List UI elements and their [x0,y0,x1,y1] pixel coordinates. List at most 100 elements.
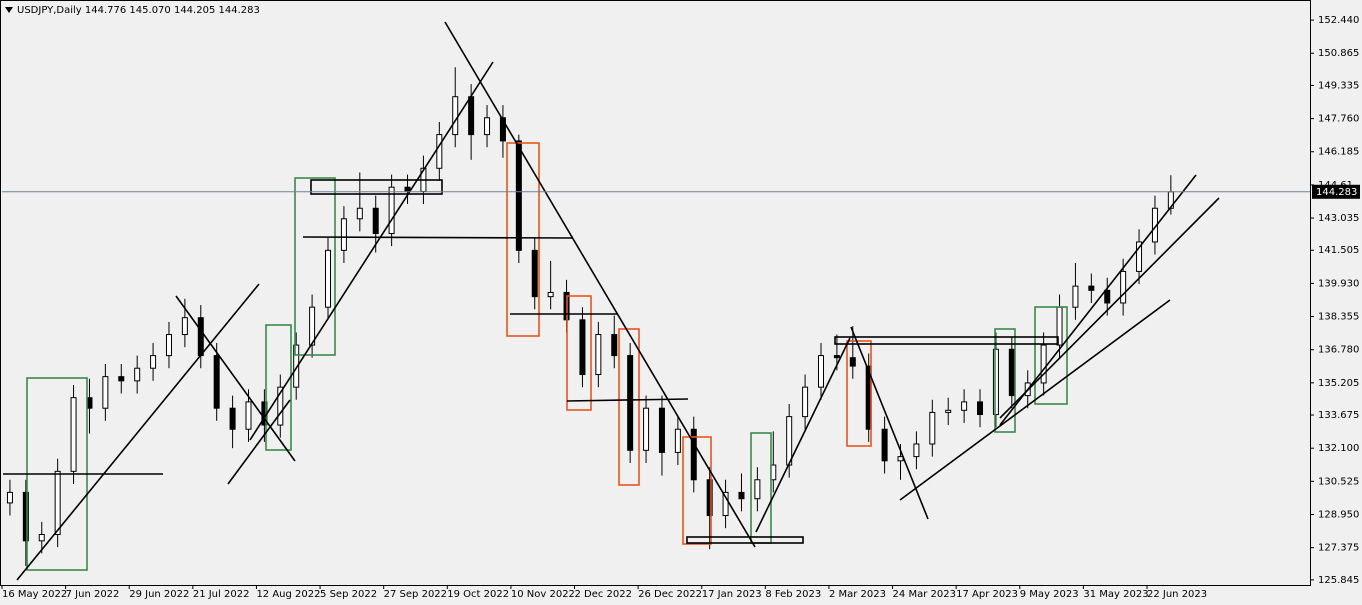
zone-box [310,179,443,195]
candle-body [150,355,157,369]
y-tick-label: 147.760 [1318,114,1359,125]
candles [6,67,1174,567]
y-tick-label: 136.780 [1318,345,1359,356]
candle-body [102,376,109,409]
x-tick-label: 5 Sep 2022 [320,589,377,600]
candle-body [738,491,745,500]
y-tick-label: 135.205 [1318,378,1359,389]
candle-body [452,96,459,136]
candle-body [372,207,379,235]
candle-body [468,96,475,136]
x-tick-label: 16 May 2022 [2,589,67,600]
candle-body [1088,285,1095,291]
x-tick-label: 24 Mar 2023 [893,589,956,600]
candle-body [786,416,793,466]
y-tick-label: 143.035 [1318,213,1359,224]
candle-body [1040,344,1047,384]
candle-body [547,291,554,298]
x-tick-label: 9 May 2023 [1020,589,1079,600]
green-box [994,328,1016,433]
candle-body [340,218,347,251]
candle-body [356,207,363,220]
candle-body [897,456,904,462]
y-tick-label: 125.845 [1318,575,1359,586]
candle-body [484,117,491,136]
candle-body [913,443,920,458]
candle-body [961,401,968,411]
trend-line [999,174,1197,426]
candle-body [325,249,332,308]
x-tick-label: 8 Feb 2023 [765,589,821,600]
y-tick-label: 146.185 [1318,147,1359,158]
x-tick-label: 12 Aug 2022 [256,589,320,600]
candle-body [22,491,29,542]
candle-body [293,344,300,388]
candle-body [118,376,125,382]
candle-body [1104,289,1111,304]
candle-body [134,367,141,382]
candle-body [531,249,538,298]
candle-body [181,317,188,336]
y-tick-label: 138.355 [1318,312,1359,323]
trend-line [850,326,929,520]
candle-body [833,355,840,359]
y-tick-label: 133.675 [1318,410,1359,421]
candle-body [817,355,824,388]
candle-body [706,479,713,517]
trend-line [16,283,260,581]
trend-line [444,21,756,548]
x-tick-label: 17 Jan 2023 [702,589,762,600]
candle-body [1072,285,1079,308]
candle-body [515,140,522,251]
x-tick-label: 29 Jun 2022 [129,589,189,600]
candle-body [165,334,172,357]
y-tick-label: 149.335 [1318,80,1359,91]
x-tick-label: 2 Mar 2023 [829,589,886,600]
candle-body [6,491,13,504]
candle-body [388,186,395,235]
last-price-box [1312,184,1360,199]
candle-body [309,306,316,346]
candle-body [1136,241,1143,272]
candle-body [277,386,284,426]
candle-body [197,317,204,357]
x-tick-label: 31 May 2023 [1083,589,1148,600]
candle-body [658,407,665,453]
candle-body [674,428,681,453]
candle-body [38,533,45,542]
candle-body [70,397,77,472]
menu-icon[interactable] [5,7,13,13]
level-line [566,398,689,402]
y-tick-label: 132.100 [1318,443,1359,454]
candle-body [849,357,856,367]
candle-body [499,117,506,142]
candle-body [643,407,650,451]
orange-box [682,436,712,545]
candle-body [992,348,999,416]
x-tick-label: 10 Nov 2022 [511,589,575,600]
candle-body [881,428,888,462]
orange-box [566,295,592,411]
x-tick-label: 7 Jun 2022 [66,589,120,600]
y-tick-label: 152.440 [1318,15,1359,26]
candle-body [977,401,984,416]
x-tick-label: 17 Apr 2023 [956,589,1018,600]
candle-body [754,479,761,500]
candle-body [245,401,252,430]
candle-body [690,428,697,481]
candle-body [722,491,729,517]
x-tick-label: 19 Oct 2022 [447,589,509,600]
green-box [294,177,336,356]
level-line [302,236,573,239]
y-tick-label: 150.865 [1318,48,1359,59]
candle-body [929,411,936,445]
candle-body [229,407,236,430]
green-box [265,324,292,451]
trend-line [899,299,1171,501]
last-price-label: 144.283 [1316,187,1357,198]
candle-body [1120,270,1127,304]
orange-box [846,340,872,447]
candle-body [54,470,61,535]
zone-box [834,336,1059,345]
trend-line [175,295,296,462]
